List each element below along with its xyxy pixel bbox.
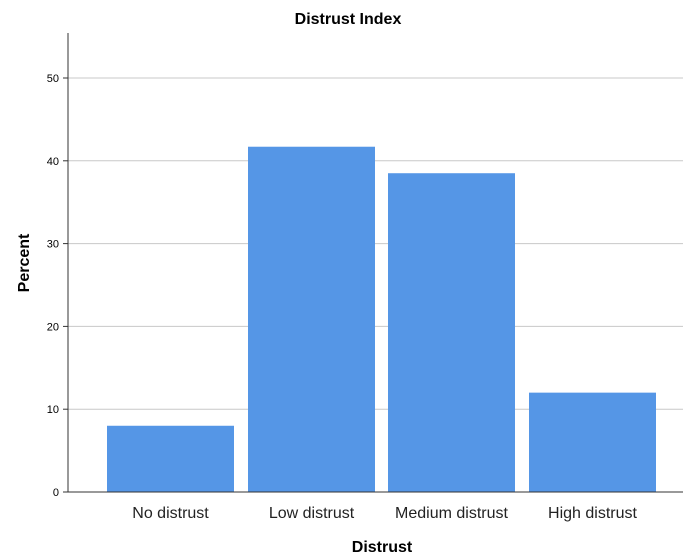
x-axis-title: Distrust [352, 539, 413, 556]
y-axis-title: Percent [16, 233, 33, 292]
chart-title: Distrust Index [295, 11, 402, 28]
bar-medium-distrust [388, 173, 515, 492]
x-axis-ticks: No distrust Low distrust Medium distrust Hi… [132, 505, 637, 522]
grid-lines [68, 77, 683, 410]
y-tick-label-20: 20 [47, 321, 59, 333]
axes [67, 33, 683, 493]
bar-high-distrust [529, 392, 656, 492]
y-tick-label-50: 50 [47, 73, 59, 85]
y-axis-ticks: 0 10 20 30 40 50 [47, 73, 68, 499]
bars [107, 146, 656, 492]
bar-low-distrust [248, 146, 375, 492]
x-tick-label-no-distrust: No distrust [132, 505, 209, 522]
y-tick-label-0: 0 [53, 487, 59, 499]
y-tick-label-30: 30 [47, 239, 59, 251]
bar-no-distrust [107, 425, 234, 492]
y-tick-label-40: 40 [47, 156, 59, 168]
x-tick-label-high-distrust: High distrust [548, 505, 637, 522]
y-tick-label-10: 10 [47, 404, 59, 416]
x-tick-label-low-distrust: Low distrust [269, 505, 355, 522]
x-tick-label-medium-distrust: Medium distrust [395, 505, 508, 522]
